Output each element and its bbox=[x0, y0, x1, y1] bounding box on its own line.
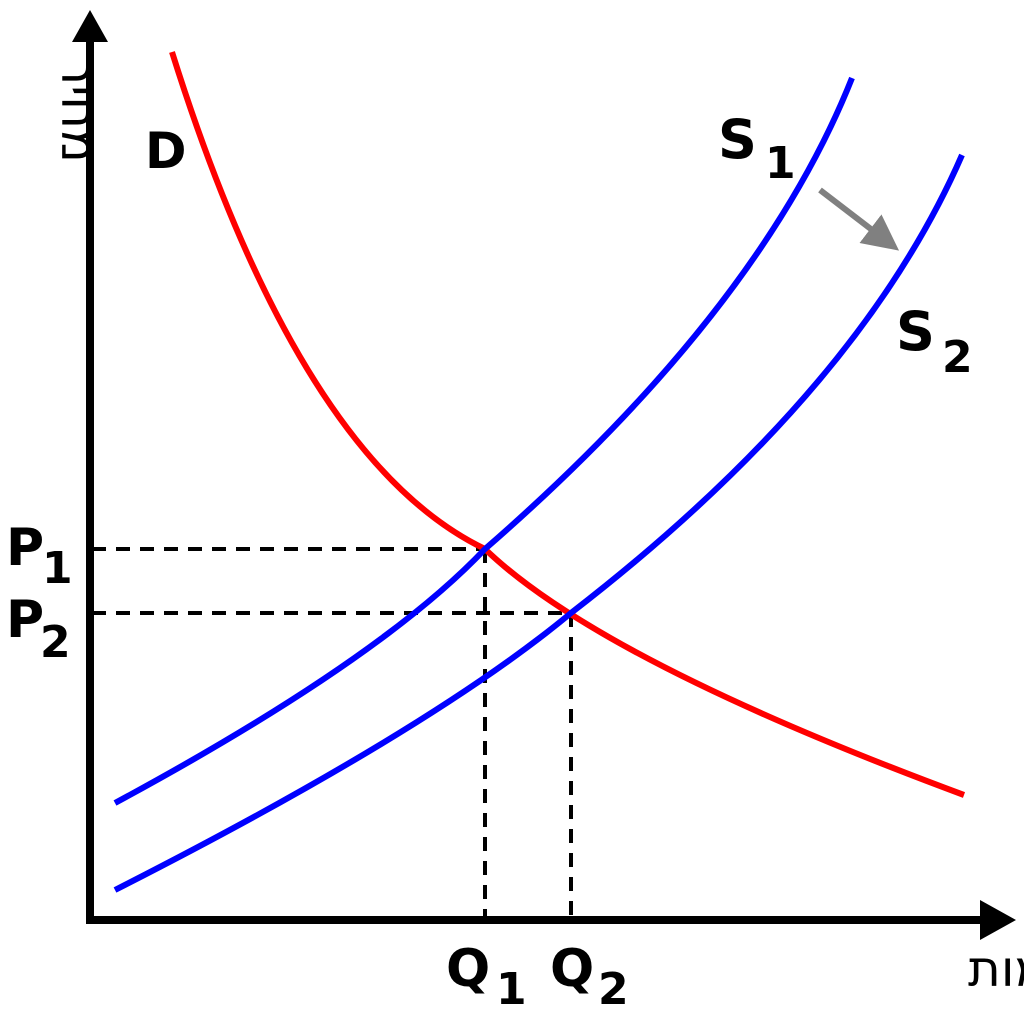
y-axis-title: מחיר bbox=[50, 57, 108, 163]
p1-subscript: 1 bbox=[42, 543, 73, 594]
demand-curve bbox=[169, 51, 966, 798]
y-axis-arrowhead bbox=[72, 10, 108, 42]
supply-2-subscript: 2 bbox=[942, 332, 973, 383]
supply-curve-1 bbox=[113, 76, 855, 806]
supply-curve-2 bbox=[113, 153, 965, 893]
x-axis-arrowhead bbox=[980, 900, 1016, 940]
q1-label: Q bbox=[446, 939, 490, 999]
supply-shift-arrow bbox=[818, 187, 900, 251]
p1-label: P bbox=[6, 518, 44, 578]
q2-label: Q bbox=[550, 939, 594, 999]
demand-label: D bbox=[145, 122, 187, 180]
q1-subscript: 1 bbox=[496, 964, 527, 1015]
supply-2-label: S bbox=[896, 300, 935, 363]
supply-1-label: S bbox=[718, 108, 757, 171]
q2-subscript: 2 bbox=[598, 964, 629, 1015]
p2-subscript: 2 bbox=[40, 617, 71, 668]
p2-label: P bbox=[6, 590, 44, 650]
supply-1-subscript: 1 bbox=[765, 138, 796, 189]
x-axis-title: כמות bbox=[968, 940, 1024, 998]
